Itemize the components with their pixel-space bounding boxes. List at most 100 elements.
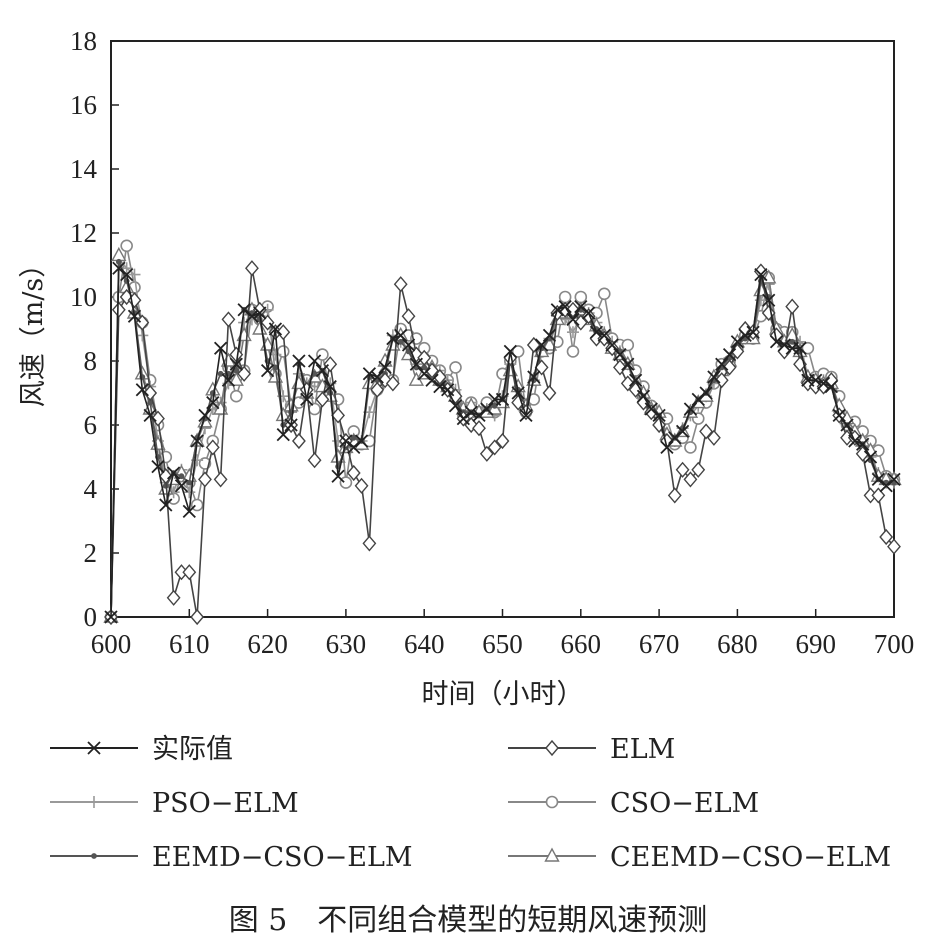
series-2-marker xyxy=(269,348,282,361)
series-0-marker xyxy=(722,347,737,362)
series-3 xyxy=(104,239,901,624)
series-0-marker xyxy=(260,363,275,378)
series-1-marker xyxy=(166,589,181,606)
series-0-marker xyxy=(245,309,259,323)
series-1-marker xyxy=(401,308,416,325)
series-3-marker xyxy=(558,290,572,304)
series-0-marker xyxy=(832,408,846,423)
series-1-marker xyxy=(221,311,236,328)
series-0-marker xyxy=(339,434,353,448)
series-0-marker xyxy=(190,434,204,448)
series-1-marker xyxy=(887,538,901,555)
series-1-marker xyxy=(706,429,721,446)
y-tick-label: 16 xyxy=(70,90,97,120)
series-2-marker xyxy=(128,268,141,281)
series-1-marker xyxy=(307,452,322,469)
series-0-marker xyxy=(284,418,298,432)
series-0-marker xyxy=(221,373,236,387)
x-tick-label: 650 xyxy=(482,629,523,659)
series-1-marker xyxy=(785,298,800,315)
series-1-marker xyxy=(417,349,432,366)
y-tick-label: 8 xyxy=(84,346,98,376)
y-tick-label: 2 xyxy=(84,538,98,568)
series-1-marker xyxy=(432,368,447,386)
series-0-marker xyxy=(331,469,345,483)
series-3-marker xyxy=(120,239,133,253)
series-1-marker xyxy=(354,477,369,494)
x-tick-label: 680 xyxy=(717,629,758,659)
x-tick-label: 690 xyxy=(795,629,836,659)
series-5-marker xyxy=(228,371,244,386)
legend: 实际值 ELM PSO−ELM CSO−ELM EEMD−CSO−ELM CEEMD−CS… xyxy=(50,734,891,873)
series-0-marker xyxy=(589,325,604,339)
series-0-marker xyxy=(887,472,901,487)
series-0-marker xyxy=(824,379,838,394)
series-1-marker xyxy=(111,301,126,318)
series-3-marker xyxy=(574,290,588,304)
series-0-marker xyxy=(237,303,251,317)
series-0-marker xyxy=(550,303,564,317)
series-0-marker xyxy=(621,357,635,371)
y-tick-label: 0 xyxy=(84,602,98,632)
legend-marker xyxy=(87,741,101,755)
series-layer xyxy=(103,239,902,626)
series-0-marker xyxy=(112,261,126,275)
series-0-marker xyxy=(206,395,220,410)
y-tick-label: 14 xyxy=(70,154,98,184)
series-5-marker xyxy=(541,336,558,351)
series-1-marker xyxy=(879,528,894,546)
y-tick-label: 10 xyxy=(70,282,97,312)
y-axis-title: 风速（m/s） xyxy=(18,251,49,408)
series-0-marker xyxy=(519,408,533,423)
series-3-marker xyxy=(308,402,321,416)
x-tick-label: 660 xyxy=(561,629,602,659)
series-0-marker xyxy=(347,440,361,455)
legend-entry: PSO−ELM xyxy=(50,788,299,819)
x-tick-label: 620 xyxy=(247,629,288,659)
series-1-marker xyxy=(393,276,408,293)
series-1-marker xyxy=(644,404,659,421)
y-tick-label: 18 xyxy=(70,26,97,56)
series-0-marker xyxy=(856,437,870,451)
series-0-marker xyxy=(871,472,885,487)
series-0-marker xyxy=(574,299,588,314)
x-tick-label: 610 xyxy=(169,629,210,659)
y-tick-label: 6 xyxy=(84,410,98,440)
series-0-marker xyxy=(691,392,705,407)
series-0-marker xyxy=(276,427,290,442)
series-0-marker xyxy=(401,338,416,352)
series-0-marker xyxy=(378,360,392,375)
series-0-marker xyxy=(213,341,228,355)
series-3-marker xyxy=(449,361,462,374)
series-1-marker xyxy=(699,423,714,440)
series-0-marker xyxy=(535,338,549,352)
series-0-marker xyxy=(628,373,643,387)
series-0-marker xyxy=(464,405,478,419)
series-0-marker xyxy=(433,379,447,394)
series-0-marker xyxy=(730,335,745,349)
series-0-marker xyxy=(848,434,862,448)
x-tick-label: 630 xyxy=(326,629,367,659)
series-0-marker xyxy=(480,402,494,416)
series-0-marker xyxy=(527,370,541,384)
series-0-marker xyxy=(441,383,455,397)
legend-marker xyxy=(545,739,559,757)
series-0-marker xyxy=(613,347,627,362)
x-tick-label: 640 xyxy=(404,629,445,659)
series-3-marker xyxy=(190,498,204,512)
x-tick-label: 600 xyxy=(91,629,132,659)
series-0-marker xyxy=(456,411,470,426)
series-0-marker xyxy=(816,376,831,391)
series-0-marker xyxy=(668,431,682,445)
series-0-marker xyxy=(143,408,157,423)
series-4-marker xyxy=(217,370,224,377)
series-1-marker xyxy=(683,471,698,488)
series-1-marker xyxy=(605,340,620,357)
series-1-marker xyxy=(385,375,400,392)
legend-marker xyxy=(544,847,560,862)
series-0-marker xyxy=(472,408,486,423)
series-0-marker xyxy=(542,328,557,343)
legend-label: ELM xyxy=(610,734,675,765)
series-1-marker xyxy=(151,410,165,427)
